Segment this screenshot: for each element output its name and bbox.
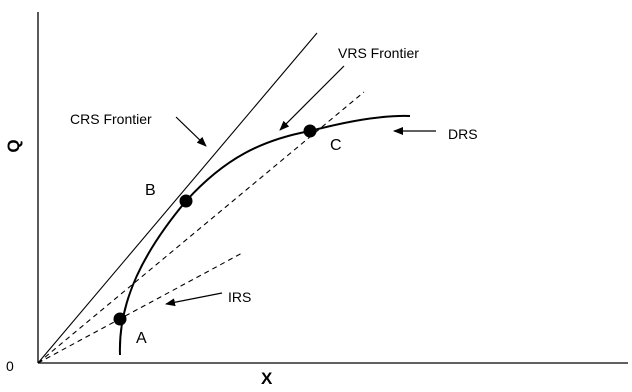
vrs-frontier-label: VRS Frontier [338,45,419,61]
point-a-label: A [136,330,147,347]
crs-arrow [175,116,207,147]
point-b-marker [179,194,193,208]
point-b-label: B [145,182,156,199]
point-c-label: C [330,137,342,154]
drs-label: DRS [448,126,478,142]
irs-arrow [165,292,223,307]
irs-label: IRS [228,289,251,305]
point-a-marker [113,312,127,326]
ray-through-a [37,251,245,364]
crs-frontier-label: CRS Frontier [70,111,152,127]
origin-label: 0 [6,358,14,374]
vrs-arrow [279,65,345,131]
crs-frontier-line [37,32,318,364]
vrs-frontier-curve [118,114,411,356]
point-c-marker [303,124,317,138]
y-axis-label: Q [4,139,23,152]
x-axis-label: X [261,369,273,387]
